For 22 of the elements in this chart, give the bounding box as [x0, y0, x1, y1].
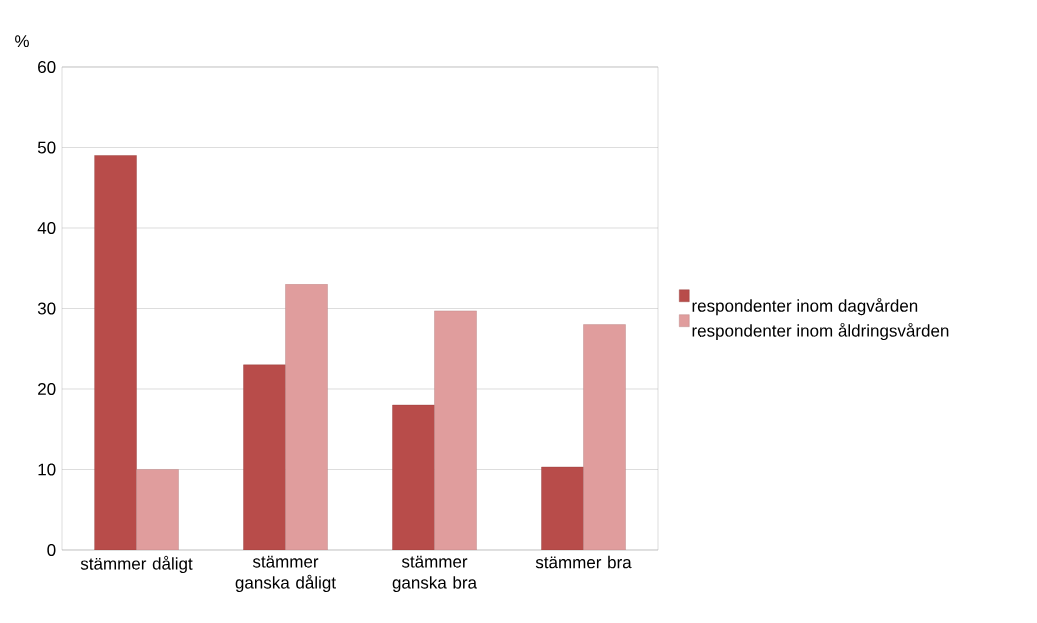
y-tick-label: 40 [37, 221, 56, 235]
bar [392, 404, 435, 550]
y-tick-label: 30 [37, 302, 56, 315]
y-tick-label: 50 [37, 141, 56, 154]
x-tick-label: stämmer ganska dåligt [235, 555, 336, 593]
x-tick-label: stämmer ganska bra [392, 555, 478, 593]
legend-label: respondenter inom åldringsvården [692, 322, 949, 341]
y-tick-label: 60 [38, 60, 56, 74]
bar [136, 469, 179, 550]
bar [583, 324, 626, 550]
bar [94, 155, 137, 550]
y-tick-label: 10 [38, 463, 56, 476]
y-tick-label: 0 [47, 543, 56, 557]
y-tick-label: 20 [38, 382, 56, 396]
y-axis-title: % [15, 35, 29, 48]
bar [285, 284, 328, 550]
x-tick-label: stämmer bra [535, 555, 632, 569]
bar [434, 310, 477, 550]
legend-label: respondenter inom dagvården [692, 297, 918, 316]
bar [243, 364, 286, 550]
bar [541, 466, 584, 550]
x-tick-label: stämmer dåligt [80, 555, 193, 574]
